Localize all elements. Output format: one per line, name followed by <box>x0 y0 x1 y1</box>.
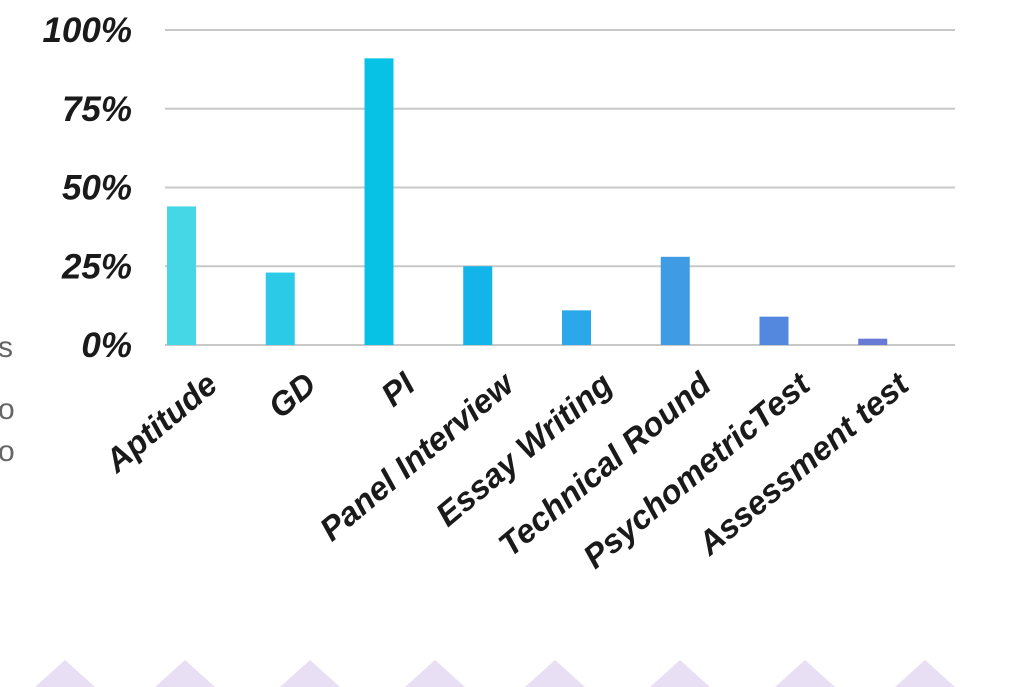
gridlines <box>165 29 955 346</box>
decor-triangle <box>280 660 340 687</box>
y-tick-label: 100% <box>42 11 132 50</box>
decor-triangle <box>775 660 835 687</box>
x-tick-label: GD <box>261 365 323 425</box>
y-tick-label: 75% <box>62 90 132 129</box>
cropped-text-fragment: o <box>0 435 15 468</box>
decor-triangle <box>650 660 710 687</box>
x-tick-label: PI <box>374 364 422 413</box>
background-decoration <box>35 660 955 687</box>
decor-triangle <box>405 660 465 687</box>
bar-pi <box>364 58 394 345</box>
decor-triangle <box>525 660 585 687</box>
decor-triangle <box>155 660 215 687</box>
cropped-text-fragment: o <box>0 393 15 426</box>
y-tick-label: 0% <box>81 326 132 365</box>
x-tick-label: Aptitude <box>97 365 224 480</box>
bar-psychometrictest <box>759 316 789 345</box>
decor-triangle <box>35 660 95 687</box>
bar-technical-round <box>660 256 690 345</box>
bar-essay-writing <box>562 310 591 345</box>
y-tick-label: 25% <box>61 247 132 286</box>
y-axis-tick-labels: 0% 25% 50% 75% 100% <box>42 11 132 365</box>
decor-triangle <box>895 660 955 687</box>
bar-gd <box>265 272 295 345</box>
bar-aptitude <box>167 206 196 345</box>
y-tick-label: 50% <box>62 169 132 208</box>
bars <box>167 58 888 345</box>
bar-panel-interview <box>463 266 493 345</box>
bar-assessment-test <box>858 338 888 345</box>
cropped-text-fragment: s <box>0 331 13 364</box>
